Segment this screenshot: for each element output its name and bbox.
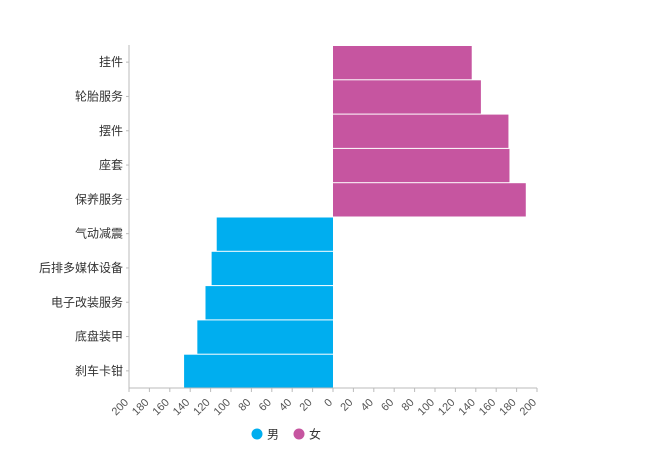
category-label: 后排多媒体设备	[39, 261, 123, 275]
bar-male-8	[197, 320, 333, 354]
x-tick-label: 180	[130, 397, 151, 418]
category-label: 刹车卡钳	[75, 363, 123, 378]
x-tick-label: 200	[518, 397, 539, 418]
bar-male-5	[216, 217, 333, 251]
x-tick-label: 20	[338, 397, 355, 414]
x-tick-label: 20	[298, 397, 315, 414]
x-tick-label: 120	[436, 397, 457, 418]
category-label: 气动减震	[75, 226, 123, 241]
x-tick-label: 100	[212, 397, 233, 418]
x-tick-label: 60	[379, 397, 396, 414]
category-label: 电子改装服务	[51, 294, 123, 309]
x-tick-label: 180	[497, 397, 518, 418]
bar-male-9	[184, 354, 333, 388]
legend-label-1[interactable]: 女	[309, 427, 321, 442]
x-tick-label: 80	[400, 397, 417, 414]
x-tick-label: 40	[277, 397, 294, 414]
x-tick-label: 160	[150, 397, 171, 418]
category-label: 座套	[99, 157, 123, 172]
x-tick-label: 100	[416, 397, 437, 418]
x-tick-label: 40	[359, 397, 376, 414]
bar-male-7	[205, 286, 333, 320]
category-label: 轮胎服务	[75, 88, 123, 103]
legend-marker-1[interactable]	[293, 428, 305, 440]
x-tick-label: 80	[236, 397, 253, 414]
category-label: 挂件	[99, 55, 123, 69]
bar-female-3	[333, 148, 510, 183]
x-tick-label: 200	[110, 397, 131, 418]
female-series-bars	[333, 46, 526, 217]
x-tick-label: 60	[257, 397, 274, 414]
x-tick-label: 120	[191, 397, 212, 418]
bar-male-6	[211, 251, 333, 286]
male-series-bars	[184, 217, 333, 388]
category-label: 底盘装甲	[75, 329, 123, 344]
legend: 男女	[251, 427, 321, 442]
x-tick-label: 140	[456, 397, 477, 418]
x-tick-label: 0	[322, 397, 335, 410]
x-tick-label: 140	[171, 397, 192, 418]
legend-marker-0[interactable]	[251, 428, 263, 440]
x-tick-label: 160	[477, 397, 498, 418]
bar-female-0	[333, 46, 472, 80]
bar-female-2	[333, 114, 509, 148]
category-label: 保养服务	[75, 191, 123, 206]
bar-female-4	[333, 183, 526, 217]
category-label: 摆件	[99, 124, 123, 138]
legend-label-0[interactable]: 男	[267, 428, 279, 442]
bar-female-1	[333, 80, 481, 114]
